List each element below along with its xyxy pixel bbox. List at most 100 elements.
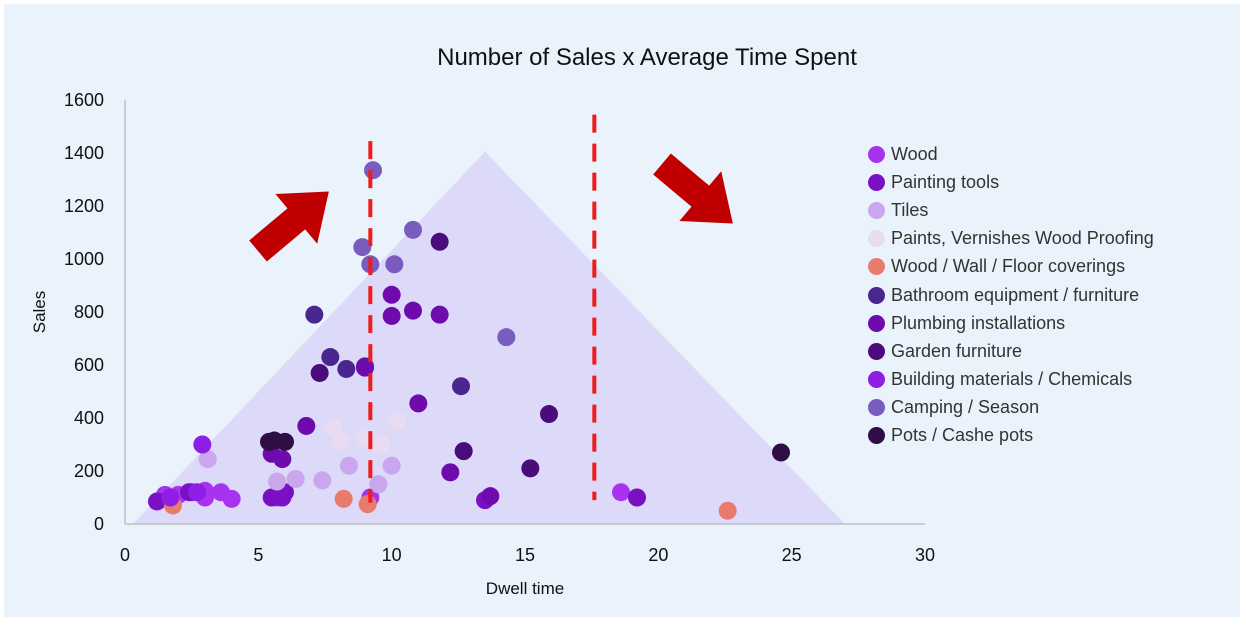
data-point: [356, 358, 374, 377]
data-point: [481, 487, 500, 506]
data-point: [452, 377, 470, 396]
legend-marker: [868, 314, 885, 332]
data-point: [286, 469, 305, 488]
legend-item: Paints, Vernishes Wood Proofing: [868, 225, 1154, 253]
legend-label: Tiles: [891, 199, 929, 220]
data-point: [324, 418, 342, 437]
legend-item: Wood / Wall / Floor coverings: [868, 253, 1154, 281]
data-point: [382, 285, 401, 304]
data-point: [268, 472, 286, 491]
data-point: [297, 416, 316, 435]
legend-marker: [868, 145, 885, 163]
data-point: [521, 459, 540, 478]
y-tick-label: 1200: [64, 196, 104, 216]
legend-item: Painting tools: [868, 168, 1154, 196]
data-point: [369, 475, 388, 494]
data-point: [276, 432, 294, 451]
data-point: [353, 238, 372, 257]
data-point: [313, 471, 332, 490]
data-point: [188, 483, 206, 502]
y-tick-label: 0: [94, 514, 104, 534]
legend-label: Plumbing installations: [891, 312, 1066, 333]
data-point: [430, 305, 449, 324]
data-point: [337, 359, 356, 378]
data-point: [273, 450, 292, 469]
legend-label: Pots / Cashe pots: [891, 425, 1034, 446]
annotation-layer: [249, 114, 733, 503]
legend-label: Paints, Vernishes Wood Proofing: [891, 228, 1154, 249]
data-point: [340, 456, 358, 475]
legend-label: Camping / Season: [891, 397, 1040, 418]
data-point: [441, 463, 460, 482]
data-point: [321, 348, 340, 367]
x-axis-title: Dwell time: [486, 579, 564, 598]
legend-marker: [868, 173, 885, 191]
legend-item: Garden furniture: [868, 337, 1154, 365]
legend-marker: [868, 286, 885, 304]
legend-label: Garden furniture: [891, 340, 1023, 361]
y-tick-label: 600: [74, 355, 104, 375]
data-point: [497, 328, 516, 347]
data-point: [628, 488, 646, 507]
x-tick-label: 5: [253, 545, 263, 565]
legend-marker: [868, 427, 885, 445]
y-tick-label: 1000: [64, 249, 104, 269]
down-right-arrow: [653, 153, 733, 224]
data-point: [222, 489, 241, 508]
x-tick-label: 20: [648, 545, 668, 565]
data-point: [454, 442, 473, 461]
legend-marker: [868, 399, 885, 417]
data-point: [273, 488, 292, 507]
data-point: [193, 435, 212, 454]
legend-label: Building materials / Chemicals: [891, 369, 1133, 390]
axes: 0 5 10 15 20 25 30 0 200 400 600 800 1000 1200 1400 160…: [64, 90, 935, 565]
legend-item: Building materials / Chemicals: [868, 366, 1154, 394]
legend-item: Tiles: [868, 196, 1154, 224]
up-right-arrow: [249, 191, 329, 262]
data-point: [382, 306, 401, 325]
data-points: [148, 161, 790, 520]
data-point: [540, 405, 558, 424]
data-point: [332, 431, 350, 450]
x-tick-label: 15: [515, 545, 535, 565]
data-point: [364, 161, 382, 180]
data-point: [198, 450, 217, 469]
data-point: [388, 411, 406, 430]
legend-label: Wood / Wall / Floor coverings: [891, 256, 1126, 277]
background-layer: [133, 151, 845, 525]
legend-marker: [868, 201, 885, 219]
legend-item: Plumbing installations: [868, 309, 1154, 337]
data-point: [430, 232, 449, 251]
data-point: [404, 301, 422, 320]
x-tick-label: 30: [915, 545, 935, 565]
legend-marker: [868, 230, 885, 248]
data-point: [310, 363, 329, 382]
x-tick-label: 10: [382, 545, 402, 565]
data-point: [772, 443, 790, 462]
y-tick-label: 1400: [64, 143, 104, 163]
legend-item: Camping / Season: [868, 394, 1154, 422]
data-point: [372, 435, 390, 454]
legend-item: Wood: [868, 140, 1154, 168]
legend-label: Wood: [891, 143, 938, 164]
data-point: [161, 488, 180, 507]
data-point: [404, 220, 422, 239]
x-tick-label: 25: [782, 545, 802, 565]
x-tick-label: 0: [120, 545, 130, 565]
data-point: [409, 394, 428, 413]
legend-marker: [868, 342, 885, 360]
legend-item: Bathroom equipment / furniture: [868, 281, 1154, 309]
data-point: [334, 489, 353, 508]
y-tick-label: 400: [74, 408, 104, 428]
legend-marker: [868, 371, 885, 389]
legend-label: Painting tools: [891, 171, 1000, 192]
legend-item: Pots / Cashe pots: [868, 422, 1154, 450]
data-point: [385, 255, 404, 274]
data-point: [358, 495, 377, 514]
y-tick-label: 800: [74, 302, 104, 322]
y-tick-label: 1600: [64, 90, 104, 110]
legend-label: Bathroom equipment / furniture: [891, 284, 1140, 305]
data-point: [382, 456, 401, 475]
data-point: [612, 483, 630, 502]
